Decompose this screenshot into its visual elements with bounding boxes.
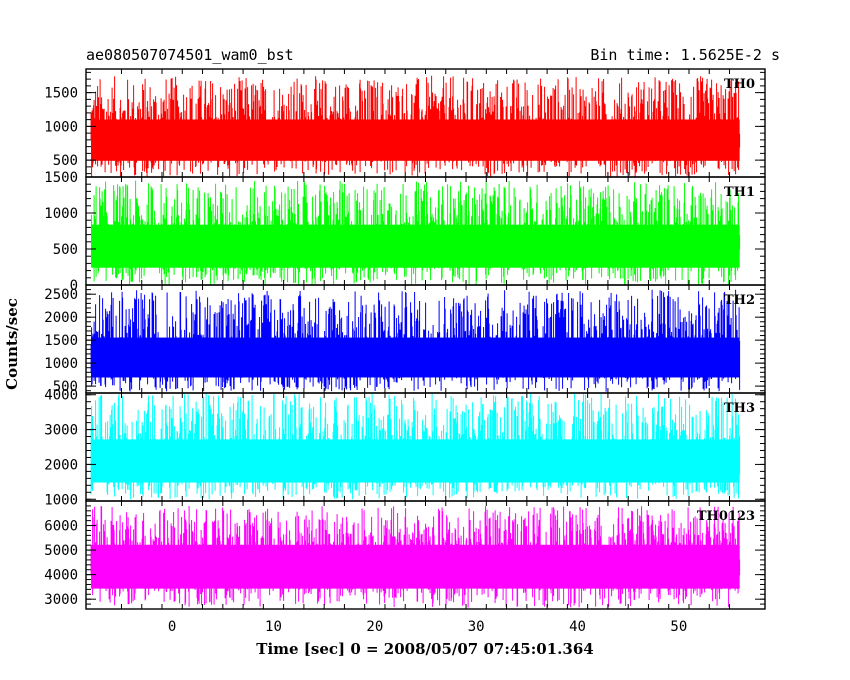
- y-tick-label: 1000: [44, 119, 78, 135]
- panel-label: TH2: [724, 293, 755, 308]
- light-curve-trace: [90, 506, 741, 608]
- panel-label: TH0: [724, 77, 755, 92]
- y-tick-label: 1500: [44, 333, 78, 349]
- y-tick-label: 1000: [44, 356, 78, 372]
- panel-label: TH3: [724, 401, 755, 416]
- y-tick-label: 1500: [44, 170, 78, 186]
- panel-th0123: 3000 4000 5000 6000 TH0123: [44, 500, 766, 610]
- y-tick-label: 4000: [44, 568, 78, 584]
- bin-time-label: Bin time: 1.5625E-2 s: [590, 46, 780, 64]
- panel-th2: 500 1000 1500 2000 2500 TH2: [44, 284, 766, 395]
- x-tick-label: 30: [468, 619, 485, 635]
- panel-th1: 0 500 1000 1500 TH1: [44, 170, 766, 294]
- y-tick-label: 2000: [44, 310, 78, 326]
- panel-label: TH0123: [697, 509, 755, 524]
- y-tick-label: 2500: [44, 287, 78, 303]
- light-curve-trace: [90, 393, 741, 500]
- y-tick-label: 3000: [44, 423, 78, 439]
- light-curve-trace: [90, 289, 741, 392]
- x-axis: 0 10 20 30 40 50: [168, 619, 687, 635]
- y-tick-label: 0: [70, 278, 78, 294]
- panel-th0: 500 1000 1500 TH0: [44, 68, 766, 178]
- light-curve-trace: [90, 180, 741, 285]
- y-tick-label: 2000: [44, 457, 78, 473]
- x-tick-label: 0: [168, 619, 176, 635]
- y-tick-label: 4000: [44, 388, 78, 404]
- y-tick-label: 1500: [44, 86, 78, 102]
- x-tick-label: 10: [265, 619, 282, 635]
- y-tick-label: 3000: [44, 592, 78, 608]
- panels-group: 500 1000 1500 TH0 0 500 1000 1500 TH1 500 1000 1500…: [44, 68, 766, 610]
- x-tick-label: 50: [670, 619, 687, 635]
- chart-title: ae080507074501_wam0_bst: [86, 46, 294, 64]
- y-tick-label: 1000: [44, 206, 78, 222]
- y-tick-label: 500: [53, 242, 78, 258]
- x-axis-label: Time [sec] 0 = 2008/05/07 07:45:01.364: [256, 640, 593, 658]
- y-tick-label: 5000: [44, 543, 78, 559]
- x-tick-label: 20: [366, 619, 383, 635]
- panel-label: TH1: [724, 185, 755, 200]
- y-tick-label: 500: [53, 153, 78, 169]
- y-tick-label: 1000: [44, 492, 78, 508]
- y-axis-label: Counts/sec: [3, 298, 21, 390]
- y-tick-label: 6000: [44, 519, 78, 535]
- x-tick-label: 40: [569, 619, 586, 635]
- panel-th3: 1000 2000 3000 4000 TH3: [44, 388, 766, 508]
- y-tick-label: 500: [53, 379, 78, 395]
